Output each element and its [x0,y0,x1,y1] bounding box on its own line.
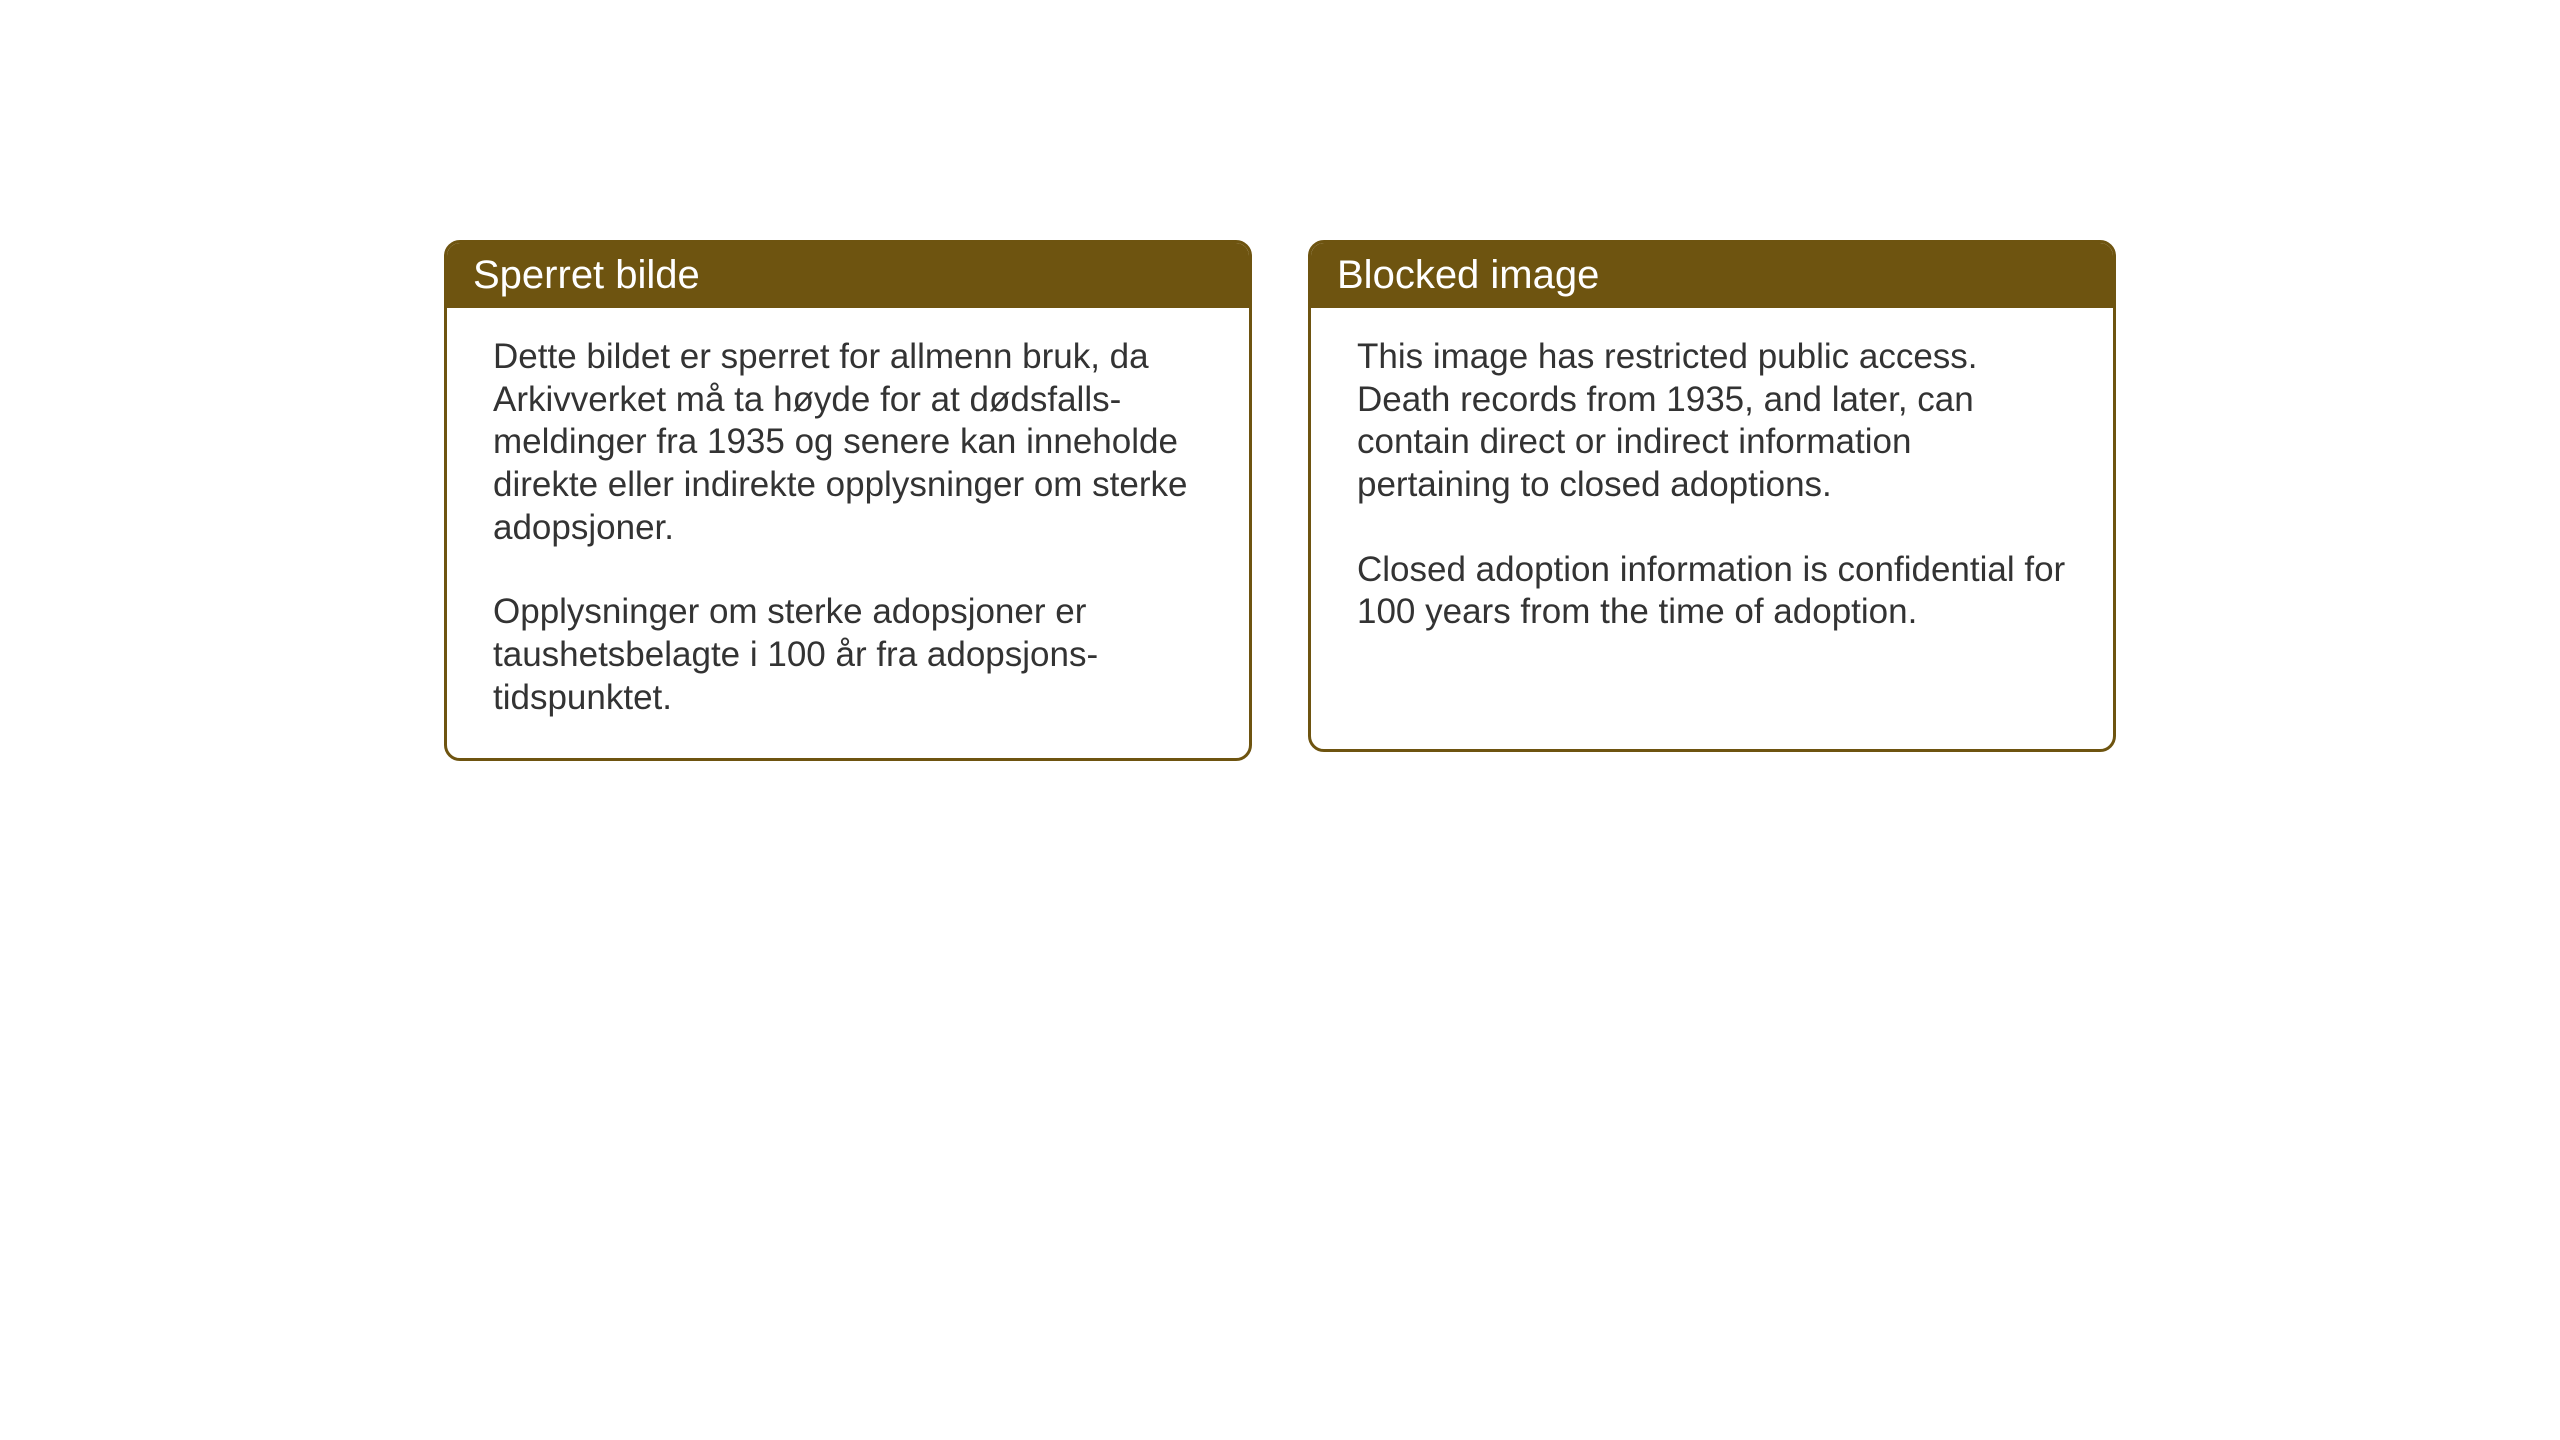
notice-paragraph-2-english: Closed adoption information is confident… [1357,549,2067,634]
notice-paragraph-1-norwegian: Dette bildet er sperret for allmenn bruk… [493,336,1203,549]
notice-title-english: Blocked image [1337,253,1599,297]
notice-paragraph-2-norwegian: Opplysninger om sterke adopsjoner er tau… [493,591,1203,719]
notice-card-norwegian: Sperret bilde Dette bildet er sperret fo… [444,240,1252,761]
notice-body-english: This image has restricted public access.… [1311,308,2113,672]
notice-header-english: Blocked image [1311,243,2113,308]
notice-body-norwegian: Dette bildet er sperret for allmenn bruk… [447,308,1249,758]
notice-header-norwegian: Sperret bilde [447,243,1249,308]
notice-container: Sperret bilde Dette bildet er sperret fo… [444,240,2116,761]
notice-paragraph-1-english: This image has restricted public access.… [1357,336,2067,507]
notice-title-norwegian: Sperret bilde [473,253,700,297]
notice-card-english: Blocked image This image has restricted … [1308,240,2116,752]
